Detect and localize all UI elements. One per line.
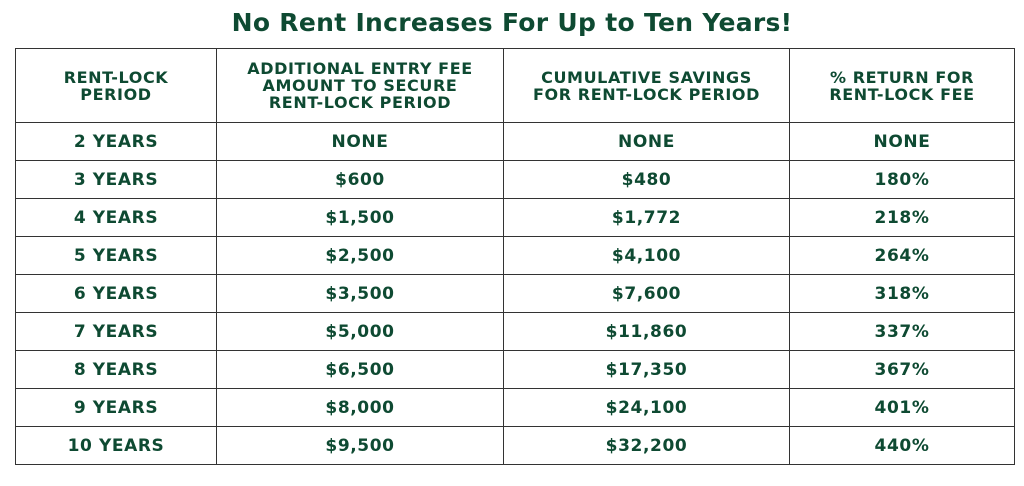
cell-entry-fee: $600 xyxy=(216,160,504,199)
cell-entry-fee: $5,000 xyxy=(216,312,504,351)
header-percent-return: % RETURN FOR RENT-LOCK FEE xyxy=(789,48,1015,123)
cell-return: NONE xyxy=(789,122,1015,161)
cell-return: 401% xyxy=(789,388,1015,427)
table-row: 8 YEARS $6,500 $17,350 367% xyxy=(15,350,1015,389)
cell-savings: $4,100 xyxy=(503,236,790,275)
header-label: CUMULATIVE SAVINGS FOR RENT-LOCK PERIOD xyxy=(532,67,760,104)
cell-savings: $32,200 xyxy=(503,426,790,465)
cell-savings: $7,600 xyxy=(503,274,790,313)
cell-entry-fee: NONE xyxy=(216,122,504,161)
rent-lock-table: RENT-LOCK PERIOD ADDITIONAL ENTRY FEE AM… xyxy=(15,48,1015,465)
cell-return: 180% xyxy=(789,160,1015,199)
header-additional-entry-fee: ADDITIONAL ENTRY FEE AMOUNT TO SECURE RE… xyxy=(216,48,504,123)
cell-entry-fee: $6,500 xyxy=(216,350,504,389)
cell-entry-fee: $2,500 xyxy=(216,236,504,275)
header-label: RENT-LOCK PERIOD xyxy=(63,67,169,104)
table-row: 4 YEARS $1,500 $1,772 218% xyxy=(15,198,1015,237)
cell-entry-fee: $9,500 xyxy=(216,426,504,465)
cell-period: 8 YEARS xyxy=(15,350,217,389)
table-row: 9 YEARS $8,000 $24,100 401% xyxy=(15,388,1015,427)
cell-savings: $17,350 xyxy=(503,350,790,389)
cell-return: 440% xyxy=(789,426,1015,465)
page-title: No Rent Increases For Up to Ten Years! xyxy=(231,8,793,37)
table-row: 10 YEARS $9,500 $32,200 440% xyxy=(15,426,1015,465)
table-header-row: RENT-LOCK PERIOD ADDITIONAL ENTRY FEE AM… xyxy=(15,48,1015,123)
header-rent-lock-period: RENT-LOCK PERIOD xyxy=(15,48,217,123)
header-label: % RETURN FOR RENT-LOCK FEE xyxy=(829,67,975,104)
table-row: 6 YEARS $3,500 $7,600 318% xyxy=(15,274,1015,313)
cell-return: 367% xyxy=(789,350,1015,389)
table-row: 5 YEARS $2,500 $4,100 264% xyxy=(15,236,1015,275)
header-label: ADDITIONAL ENTRY FEE AMOUNT TO SECURE RE… xyxy=(247,59,473,112)
header-cumulative-savings: CUMULATIVE SAVINGS FOR RENT-LOCK PERIOD xyxy=(503,48,790,123)
cell-period: 9 YEARS xyxy=(15,388,217,427)
cell-entry-fee: $8,000 xyxy=(216,388,504,427)
cell-savings: $11,860 xyxy=(503,312,790,351)
cell-return: 318% xyxy=(789,274,1015,313)
table-row: 2 YEARS NONE NONE NONE xyxy=(15,122,1015,161)
cell-period: 2 YEARS xyxy=(15,122,217,161)
cell-return: 218% xyxy=(789,198,1015,237)
cell-savings: $24,100 xyxy=(503,388,790,427)
cell-period: 6 YEARS xyxy=(15,274,217,313)
cell-period: 5 YEARS xyxy=(15,236,217,275)
table-row: 3 YEARS $600 $480 180% xyxy=(15,160,1015,199)
cell-period: 4 YEARS xyxy=(15,198,217,237)
cell-savings: $1,772 xyxy=(503,198,790,237)
cell-entry-fee: $3,500 xyxy=(216,274,504,313)
cell-period: 10 YEARS xyxy=(15,426,217,465)
cell-period: 7 YEARS xyxy=(15,312,217,351)
cell-savings: NONE xyxy=(503,122,790,161)
cell-savings: $480 xyxy=(503,160,790,199)
cell-period: 3 YEARS xyxy=(15,160,217,199)
table-row: 7 YEARS $5,000 $11,860 337% xyxy=(15,312,1015,351)
cell-return: 264% xyxy=(789,236,1015,275)
cell-return: 337% xyxy=(789,312,1015,351)
cell-entry-fee: $1,500 xyxy=(216,198,504,237)
